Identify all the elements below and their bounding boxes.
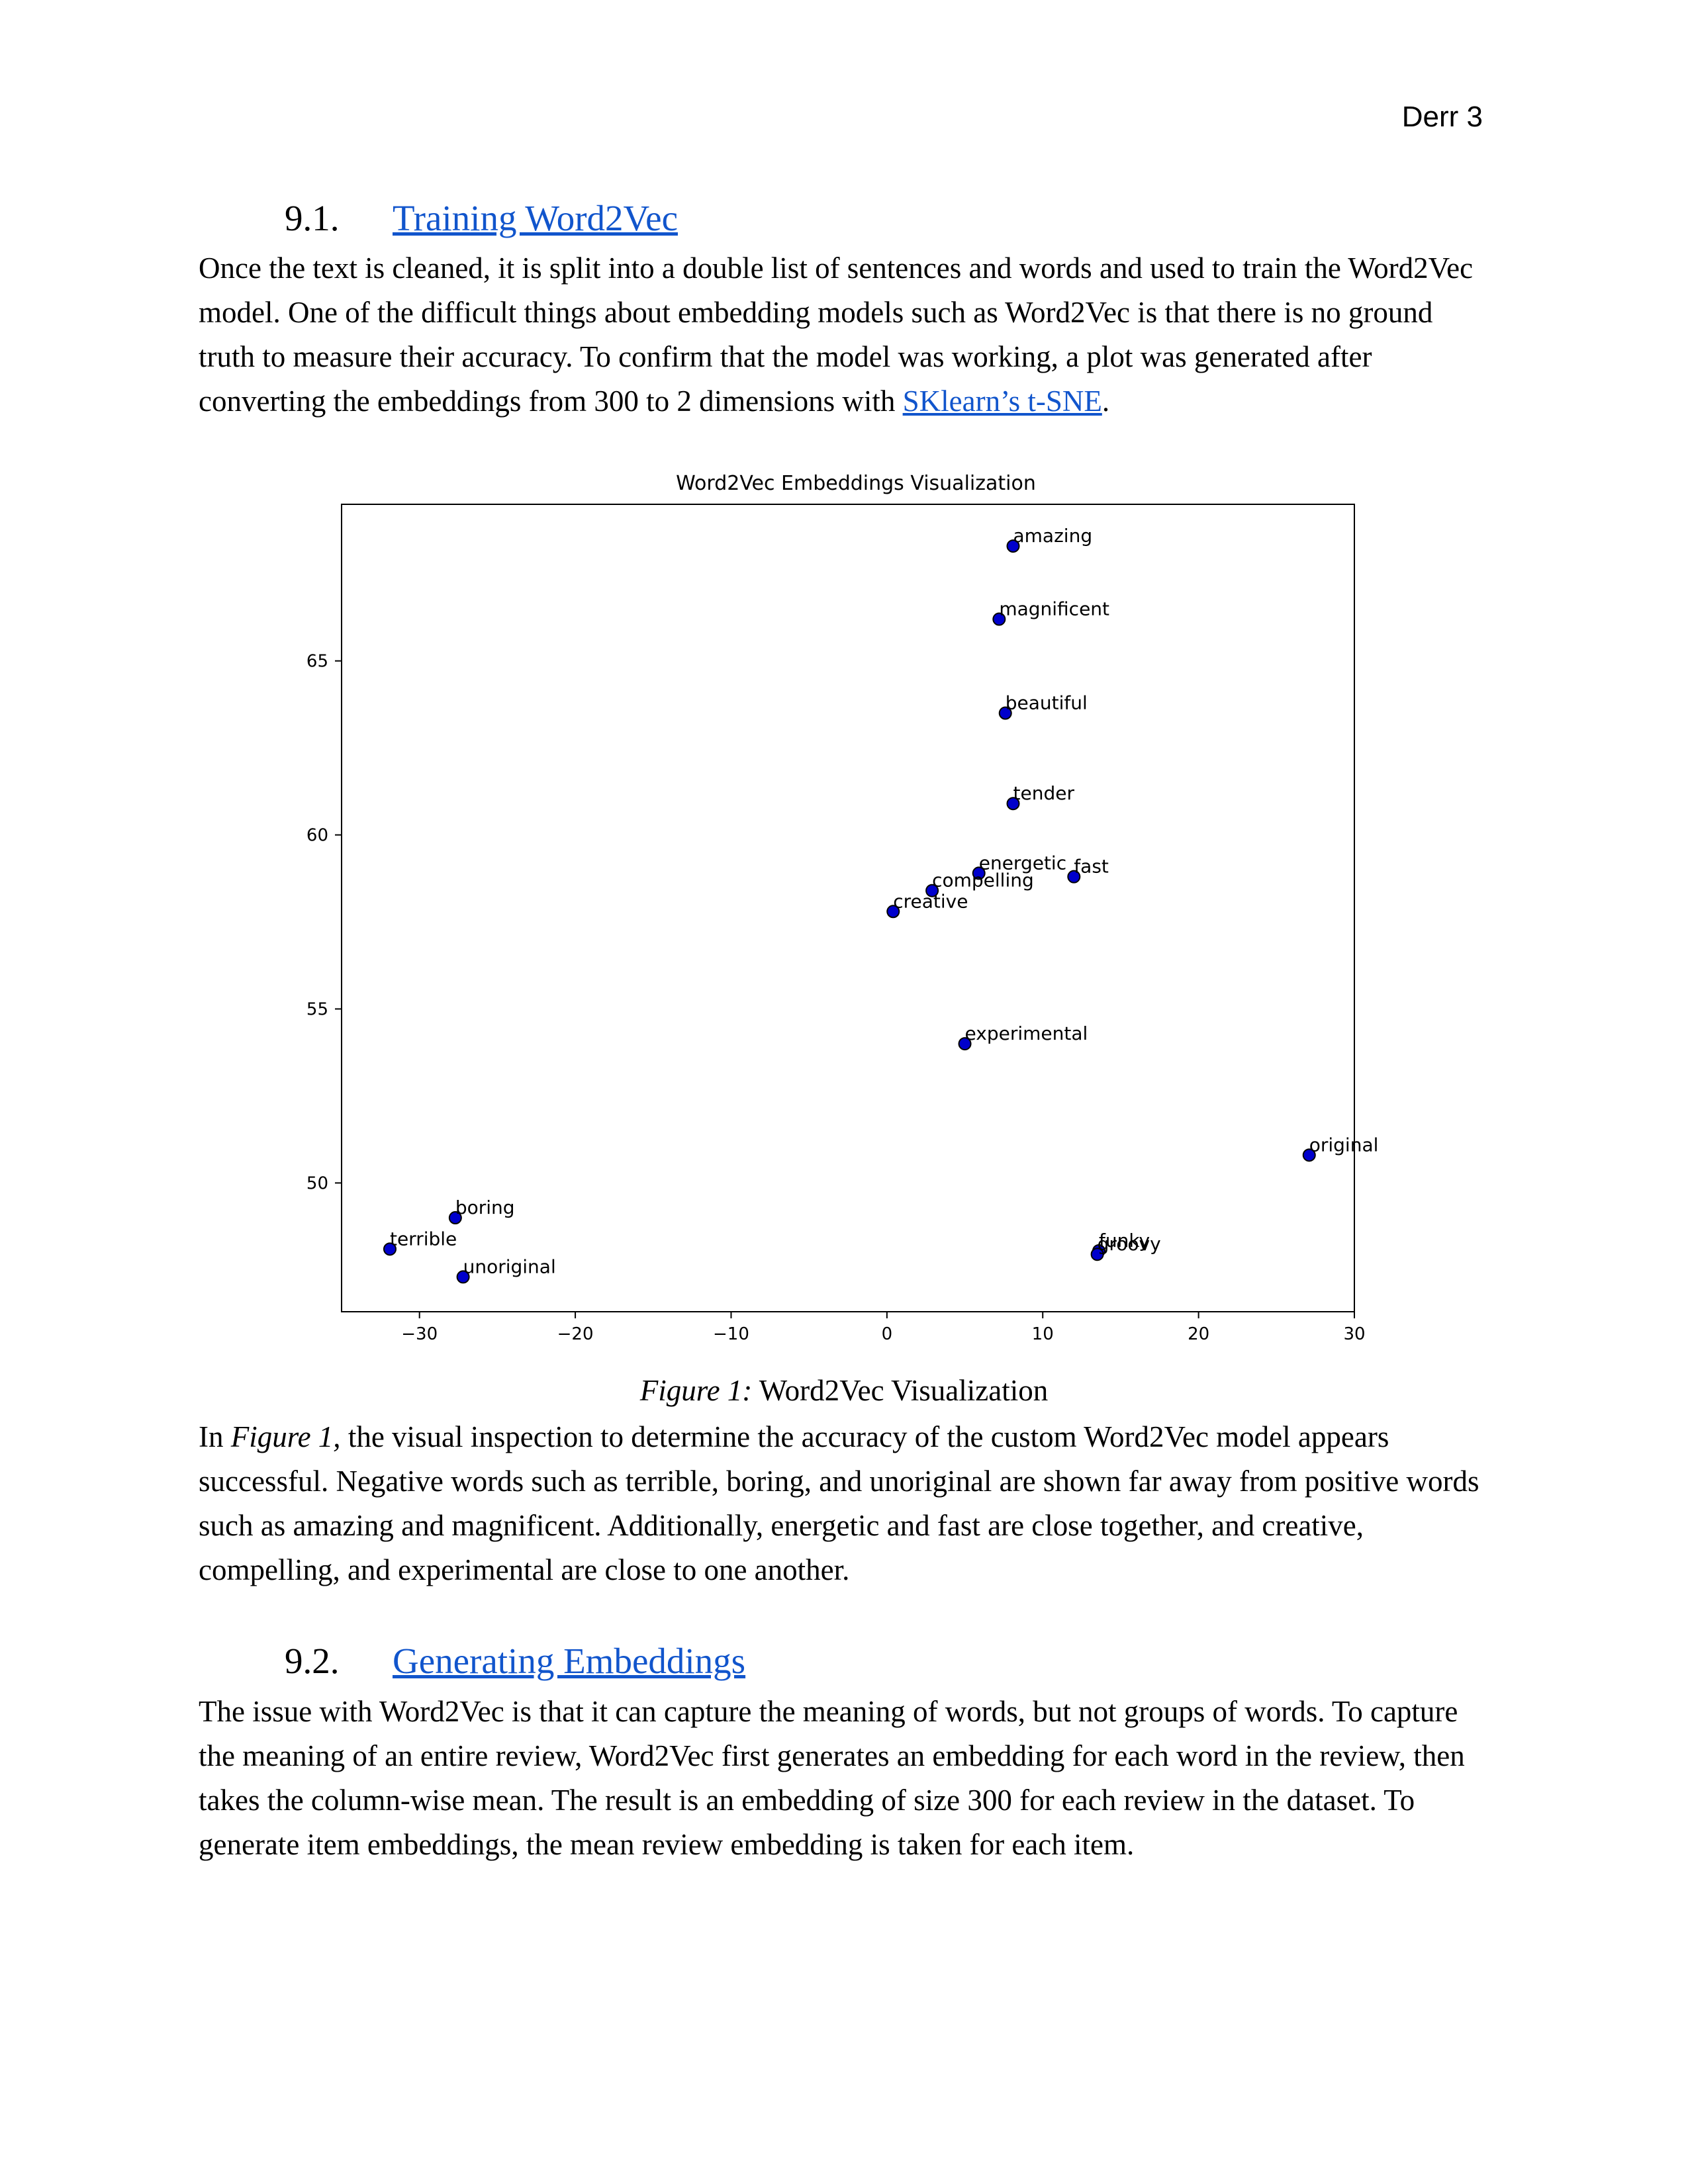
x-tick-label: 20 xyxy=(1188,1324,1209,1344)
data-point-compelling xyxy=(925,884,939,897)
data-point-groovy xyxy=(1090,1248,1104,1261)
chart-title: Word2Vec Embeddings Visualization xyxy=(676,472,1036,495)
data-point-terrible xyxy=(383,1242,397,1256)
data-point-energetic xyxy=(972,866,986,880)
point-label-funky: funky xyxy=(1099,1230,1150,1251)
page-header-label: Derr 3 xyxy=(1401,101,1483,133)
x-tick-label: −30 xyxy=(401,1324,438,1344)
points-group: amazing magnificent beautiful tender energet… xyxy=(383,525,1379,1284)
y-tick-label: 55 xyxy=(306,1000,328,1020)
data-point-unoriginal xyxy=(456,1270,470,1284)
point-label-energetic: energetic xyxy=(979,852,1066,874)
data-point-tender xyxy=(1006,797,1020,811)
point-label-groovy: groovy xyxy=(1098,1233,1161,1255)
paragraph-text: The issue with Word2Vec is that it can c… xyxy=(199,1695,1465,1861)
y-tick-label: 60 xyxy=(306,826,328,846)
sklearn-tsne-link[interactable]: SKlearn’s t-SNE xyxy=(902,385,1102,418)
point-label-creative: creative xyxy=(893,890,968,912)
paragraph-text: Once the text is cleaned, it is split in… xyxy=(199,251,1474,418)
data-point-experimental xyxy=(958,1037,972,1051)
x-tick-label: −20 xyxy=(557,1324,594,1344)
y-tick-label: 50 xyxy=(306,1173,328,1193)
section-number: 9.1. xyxy=(285,198,340,238)
plot-frame xyxy=(341,504,1355,1312)
data-point-fast xyxy=(1067,870,1081,884)
y-tick-label: 65 xyxy=(306,652,328,672)
section-heading-9-2: 9.2. Generating Embeddings xyxy=(285,1640,745,1682)
data-point-magnificent xyxy=(992,612,1006,626)
section-heading-9-1: 9.1. Training Word2Vec xyxy=(285,197,678,239)
point-label-boring: boring xyxy=(455,1197,515,1218)
paragraph-end: . xyxy=(1102,385,1110,418)
point-label-amazing: amazing xyxy=(1013,525,1093,547)
data-point-amazing xyxy=(1006,539,1020,553)
data-point-boring xyxy=(448,1211,462,1225)
point-label-original: original xyxy=(1309,1134,1379,1156)
point-label-experimental: experimental xyxy=(965,1023,1088,1044)
chart-svg: Word2Vec Embeddings Visualization −30 −20… xyxy=(306,472,1379,1344)
section-number: 9.2. xyxy=(285,1641,340,1681)
data-point-creative xyxy=(886,905,900,919)
point-label-compelling: compelling xyxy=(932,870,1034,891)
word2vec-scatter-chart: Word2Vec Embeddings Visualization −30 −20… xyxy=(278,463,1403,1350)
point-label-magnificent: magnificent xyxy=(999,598,1109,620)
figure-discussion-paragraph: In Figure 1, the visual inspection to de… xyxy=(199,1415,1489,1592)
data-point-beautiful xyxy=(998,706,1012,720)
point-label-unoriginal: unoriginal xyxy=(463,1255,556,1277)
section-2-paragraph: The issue with Word2Vec is that it can c… xyxy=(199,1690,1489,1867)
discussion-text: the visual inspection to determine the a… xyxy=(199,1420,1479,1586)
point-label-terrible: terrible xyxy=(390,1228,457,1250)
data-point-original xyxy=(1302,1148,1316,1162)
x-tick-label: 30 xyxy=(1343,1324,1365,1344)
x-tick-label: 0 xyxy=(882,1324,893,1344)
point-label-beautiful: beautiful xyxy=(1006,692,1088,714)
figure-caption-text: Word2Vec Visualization xyxy=(752,1374,1049,1407)
section-title-link[interactable]: Generating Embeddings xyxy=(393,1641,746,1681)
point-label-fast: fast xyxy=(1074,856,1109,878)
section-1-paragraph: Once the text is cleaned, it is split in… xyxy=(199,246,1489,424)
section-title-link[interactable]: Training Word2Vec xyxy=(393,198,678,238)
figure-caption: Figure 1: Word2Vec Visualization xyxy=(0,1373,1688,1408)
x-tick-label: 10 xyxy=(1032,1324,1054,1344)
x-tick-label: −10 xyxy=(713,1324,749,1344)
point-label-tender: tender xyxy=(1013,782,1075,804)
axes-group: −30 −20 −10 0 10 20 30 50 55 60 65 xyxy=(306,652,1366,1344)
figure-caption-label: Figure 1: xyxy=(639,1374,753,1407)
discussion-pre: In xyxy=(199,1420,231,1453)
figure-reference: Figure 1, xyxy=(230,1420,341,1453)
